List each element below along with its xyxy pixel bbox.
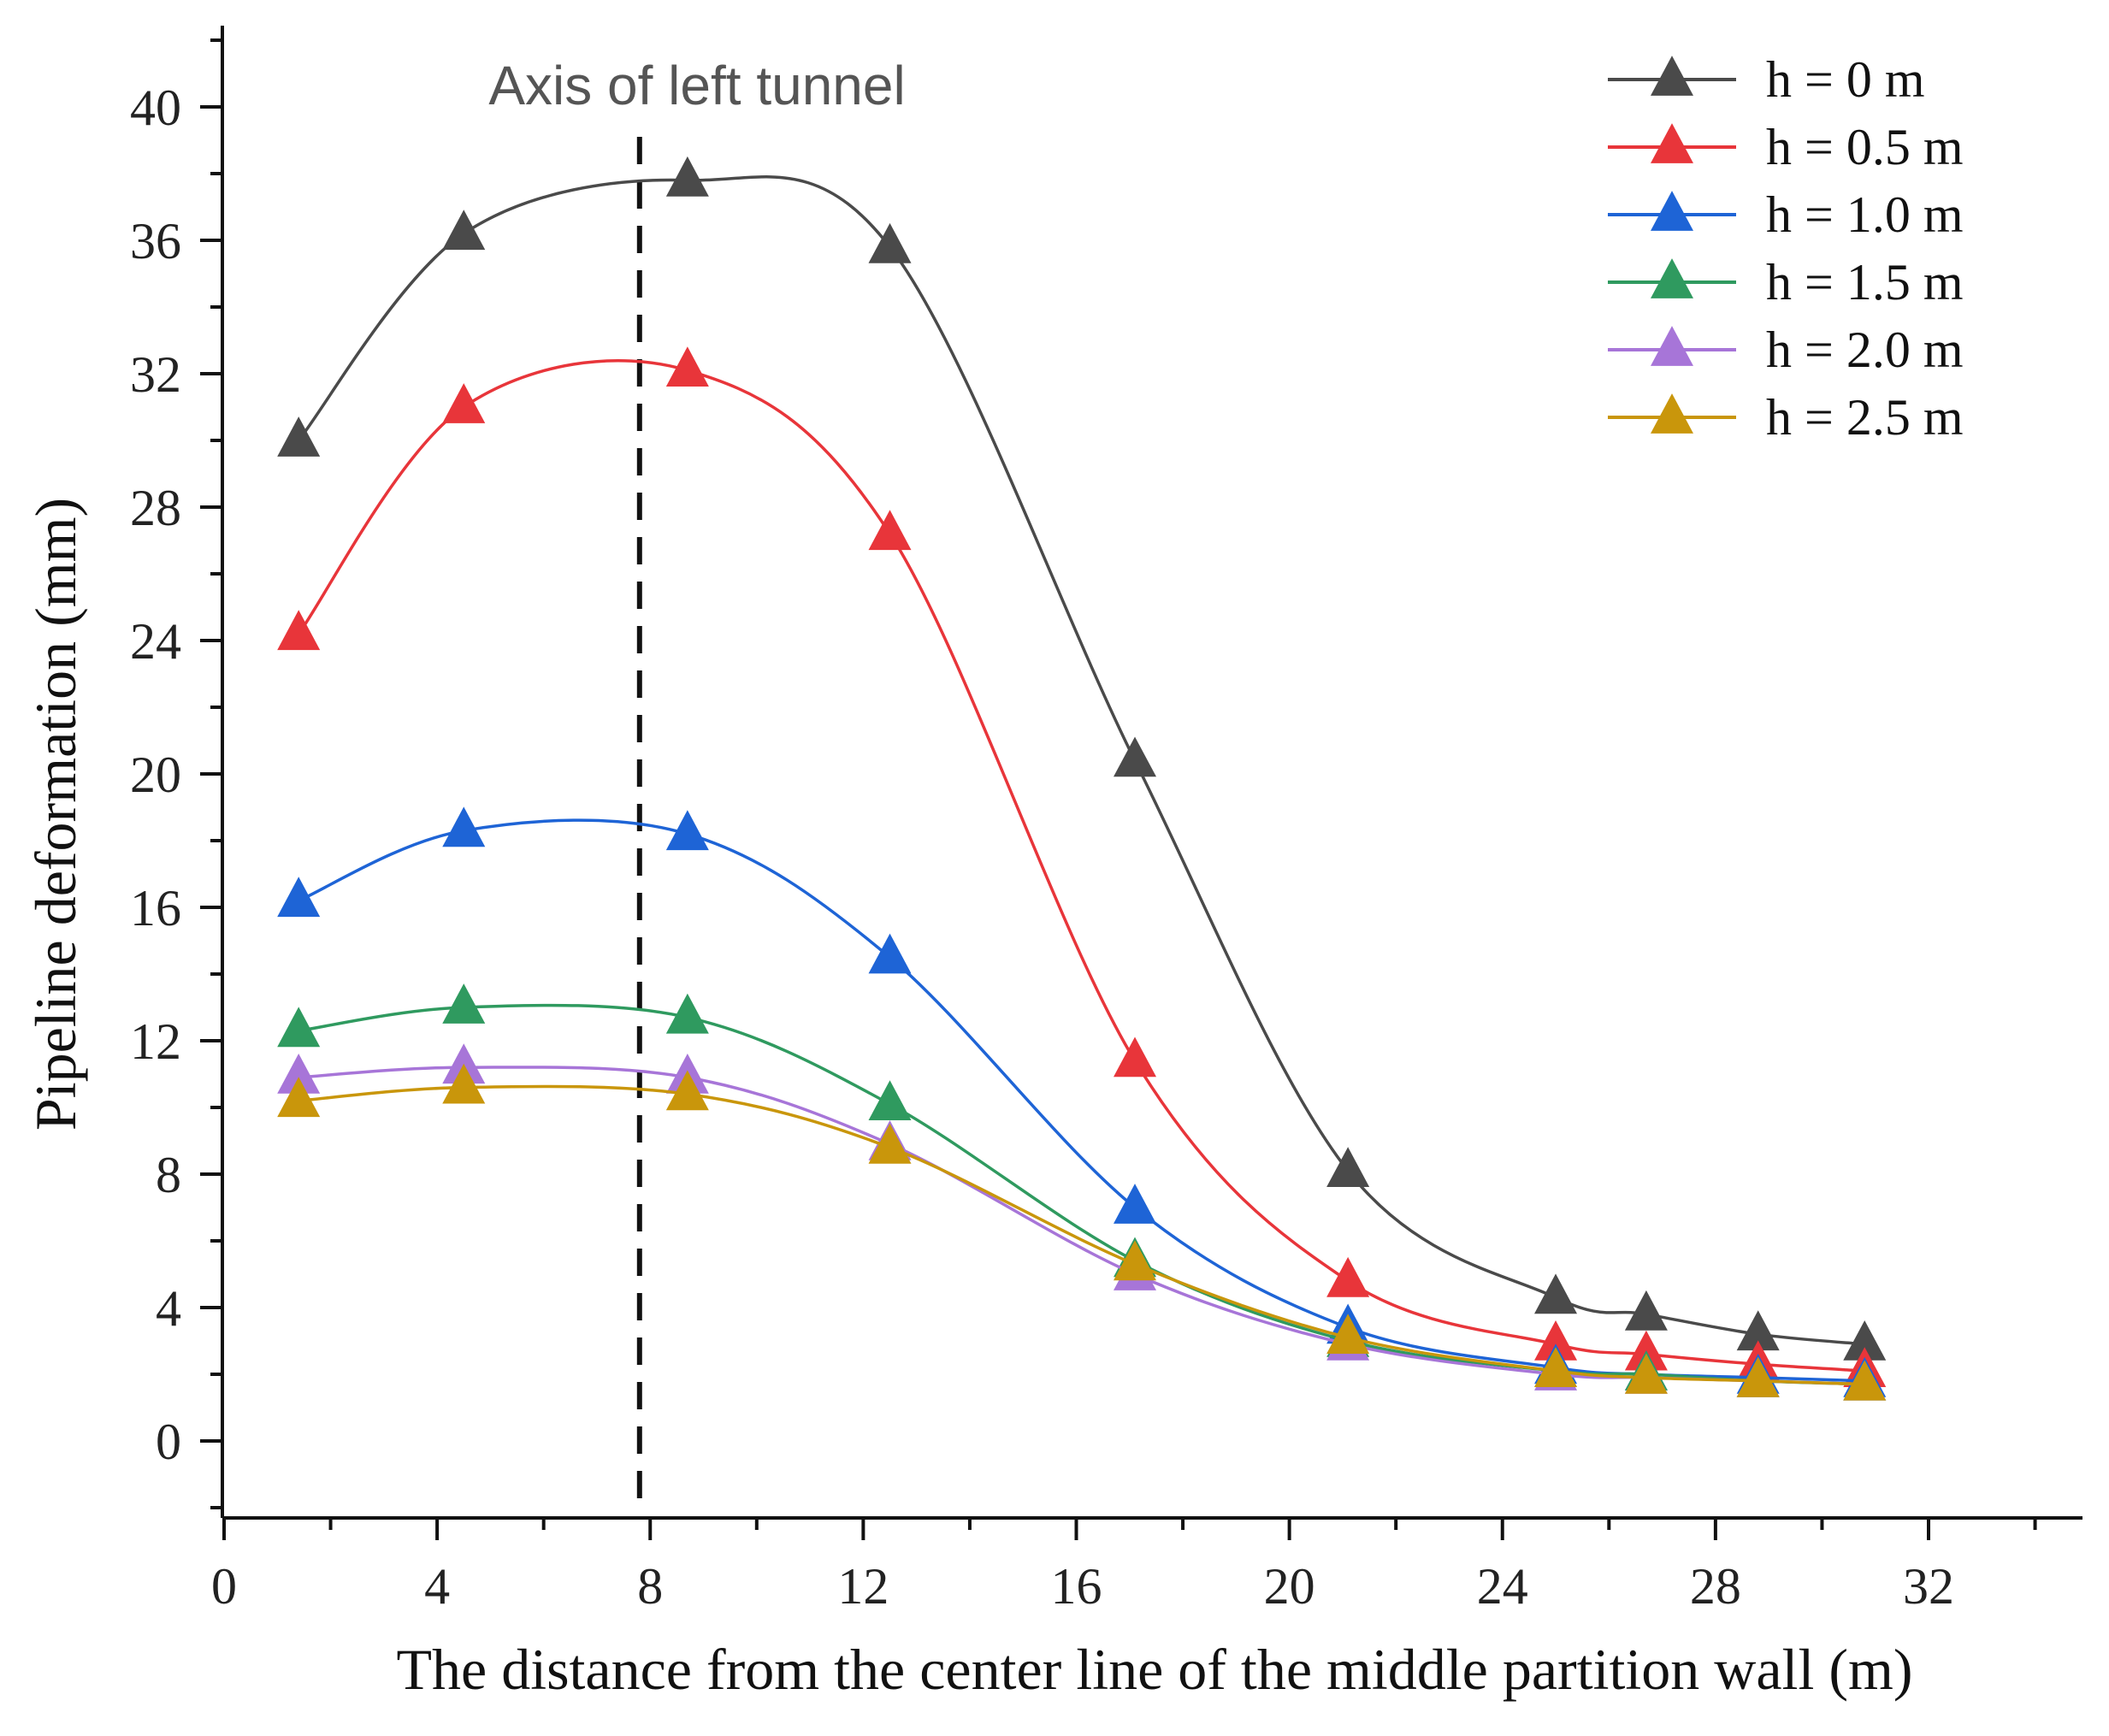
data-point-marker: [665, 993, 709, 1034]
legend-marker: [1651, 326, 1693, 366]
data-point-marker: [442, 210, 486, 251]
y-tick-label: 20: [130, 747, 181, 803]
y-axis-title: Pipeline deformation (mm): [23, 498, 88, 1131]
data-point-marker: [277, 610, 321, 651]
legend-item: h = 0 m: [1608, 51, 1925, 108]
series-line: [297, 175, 1865, 1346]
annotation-layer: Axis of left tunnel: [488, 55, 906, 1515]
y-tick-label: 24: [130, 613, 181, 670]
data-point-marker: [442, 983, 486, 1024]
data-point-marker: [665, 810, 709, 851]
data-point-marker: [868, 1123, 912, 1164]
series-line: [297, 359, 1865, 1373]
y-tick-label: 36: [130, 213, 181, 269]
data-point-marker: [277, 877, 321, 918]
series-5: [277, 1063, 1887, 1401]
x-tick-label: 8: [637, 1558, 663, 1615]
left-tunnel-axis-label: Axis of left tunnel: [488, 55, 905, 116]
data-point-marker: [868, 510, 912, 551]
x-tick-label: 12: [837, 1558, 889, 1615]
legend-marker: [1651, 258, 1693, 298]
data-point-marker: [868, 222, 912, 263]
data-point-marker: [665, 1070, 709, 1111]
series-layer: [277, 156, 1887, 1401]
x-tick-label: 24: [1477, 1558, 1528, 1615]
legend-item: h = 0.5 m: [1608, 119, 1964, 175]
legend-label: h = 1.0 m: [1766, 186, 1964, 243]
x-tick-label: 4: [424, 1558, 450, 1615]
data-point-marker: [665, 156, 709, 197]
legend-label: h = 0 m: [1766, 51, 1925, 108]
legend-marker: [1651, 393, 1693, 434]
y-tick-label: 32: [130, 346, 181, 403]
series-0: [277, 156, 1887, 1361]
legend-marker: [1651, 191, 1693, 231]
data-point-marker: [442, 1063, 486, 1104]
data-point-marker: [1736, 1310, 1780, 1351]
data-point-marker: [277, 416, 321, 457]
y-tick-label: 40: [130, 80, 181, 136]
data-point-marker: [1114, 1036, 1157, 1078]
data-point-marker: [1114, 1184, 1157, 1224]
x-tick-label: 16: [1051, 1558, 1102, 1615]
data-point-marker: [1326, 1256, 1370, 1297]
data-point-marker: [277, 1007, 321, 1048]
legend-item: h = 1.0 m: [1608, 186, 1964, 243]
legend-label: h = 2.0 m: [1766, 322, 1964, 378]
data-point-marker: [1326, 1147, 1370, 1187]
y-tick-label: 12: [130, 1013, 181, 1070]
legend: h = 0 m h = 0.5 m h = 1.0 m h = 1.5 m h = 2.…: [1608, 51, 1964, 446]
data-point-marker: [1843, 1360, 1887, 1401]
legend-label: h = 1.5 m: [1766, 254, 1964, 310]
x-tick-label: 20: [1264, 1558, 1315, 1615]
x-tick-label: 0: [211, 1558, 237, 1615]
series-line: [298, 1066, 1865, 1386]
data-point-marker: [1736, 1356, 1780, 1397]
data-point-marker: [868, 1080, 912, 1120]
legend-item: h = 1.5 m: [1608, 254, 1964, 310]
data-point-marker: [868, 933, 912, 974]
data-point-marker: [1326, 1314, 1370, 1354]
data-point-marker: [277, 1054, 321, 1094]
x-tick-label: 28: [1690, 1558, 1741, 1615]
x-tick-label: 32: [1903, 1558, 1954, 1615]
legend-item: h = 2.5 m: [1608, 389, 1964, 446]
data-point-marker: [665, 346, 709, 387]
data-point-marker: [1624, 1354, 1668, 1394]
data-point-marker: [1624, 1290, 1668, 1331]
legend-marker: [1651, 56, 1693, 96]
y-tick-label: 4: [156, 1280, 181, 1337]
y-tick-label: 28: [130, 480, 181, 536]
series-line: [298, 818, 1865, 1383]
data-point-marker: [442, 806, 486, 847]
data-point-marker: [277, 1077, 321, 1118]
legend-label: h = 2.5 m: [1766, 389, 1964, 446]
data-point-marker: [442, 383, 486, 423]
y-tick-label: 8: [156, 1147, 181, 1203]
data-point-marker: [1534, 1320, 1578, 1361]
series-line: [298, 1084, 1865, 1386]
legend-marker: [1651, 123, 1693, 163]
data-point-marker: [1114, 736, 1157, 777]
x-axis-title: The distance from the center line of the…: [396, 1637, 1912, 1702]
data-point-marker: [1114, 1240, 1157, 1281]
legend-item: h = 2.0 m: [1608, 322, 1964, 378]
y-tick-label: 16: [130, 880, 181, 936]
data-point-marker: [1534, 1273, 1578, 1314]
data-point-marker: [1843, 1320, 1887, 1361]
data-point-marker: [1534, 1347, 1578, 1387]
y-tick-label: 0: [156, 1414, 181, 1470]
legend-label: h = 0.5 m: [1766, 119, 1964, 175]
axes: 0 4 8 12 16 20 24 28 32 0 4 8 12 16 20 24 28 32 36 40: [130, 26, 2082, 1615]
